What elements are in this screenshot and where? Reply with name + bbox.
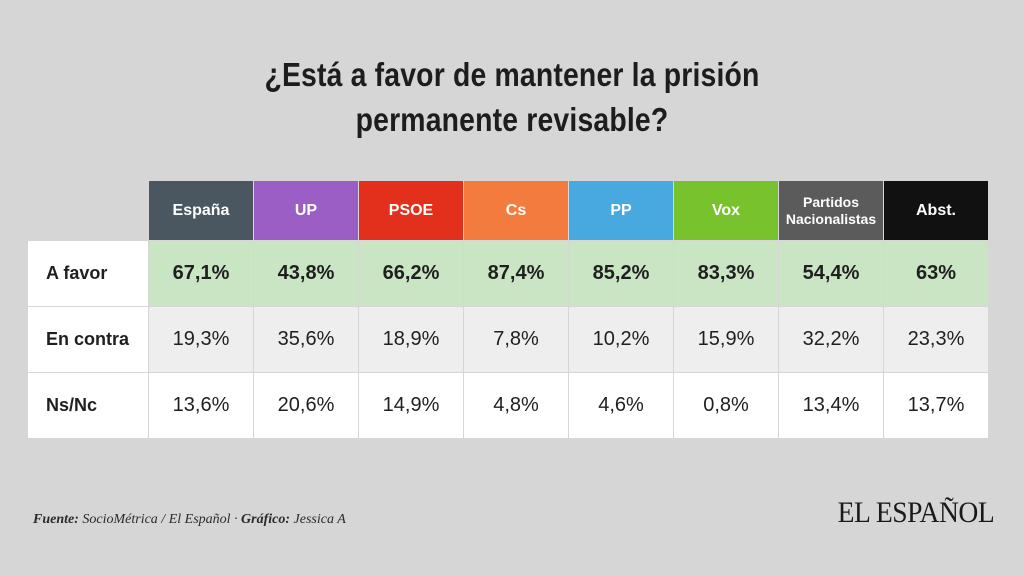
table-cell: 87,4% [464, 241, 568, 306]
table-cell: 20,6% [254, 373, 358, 438]
row-label: A favor [28, 241, 148, 306]
table-cell: 85,2% [569, 241, 673, 306]
table-cell: 15,9% [674, 307, 778, 372]
table-cell: 13,4% [779, 373, 883, 438]
chart-title: ¿Está a favor de mantener la prisión per… [72, 52, 953, 142]
column-header: Partidos Nacionalistas [779, 181, 883, 240]
table-cell: 63% [884, 241, 988, 306]
table-cell: 43,8% [254, 241, 358, 306]
source-text: SocioMétrica / El Español · [82, 512, 238, 527]
table-cell: 4,6% [569, 373, 673, 438]
column-header: PSOE [359, 181, 463, 240]
table-cell: 54,4% [779, 241, 883, 306]
table-cell: 13,6% [149, 373, 253, 438]
table-cell: 4,8% [464, 373, 568, 438]
table-cell: 7,8% [464, 307, 568, 372]
chart-title-line1: ¿Está a favor de mantener la prisión [264, 56, 760, 93]
column-header: España [149, 181, 253, 240]
column-header: UP [254, 181, 358, 240]
column-header: Abst. [884, 181, 988, 240]
table-cell: 32,2% [779, 307, 883, 372]
table-cell: 0,8% [674, 373, 778, 438]
table-cell: 19,3% [149, 307, 253, 372]
table-cell: 14,9% [359, 373, 463, 438]
brand-logo: EL ESPAÑOL [837, 496, 994, 529]
column-header: Cs [464, 181, 568, 240]
column-header: Vox [674, 181, 778, 240]
table-cell: 13,7% [884, 373, 988, 438]
table-cell: 10,2% [569, 307, 673, 372]
table-corner [28, 181, 148, 240]
table-cell: 83,3% [674, 241, 778, 306]
table-cell: 67,1% [149, 241, 253, 306]
row-label: Ns/Nc [28, 373, 148, 438]
chart-title-line2: permanente revisable? [355, 101, 669, 138]
table-cell: 66,2% [359, 241, 463, 306]
row-label: En contra [28, 307, 148, 372]
graphic-text: Jessica A [293, 512, 346, 527]
column-header: PP [569, 181, 673, 240]
source-note: Fuente: SocioMétrica / El Español · Gráf… [33, 512, 346, 528]
table-cell: 23,3% [884, 307, 988, 372]
source-label: Fuente: [33, 512, 79, 527]
table-cell: 18,9% [359, 307, 463, 372]
results-table: España UP PSOE Cs PP Vox Partidos Nacionalista… [28, 181, 988, 438]
graphic-label: Gráfico: [241, 512, 291, 527]
table-cell: 35,6% [254, 307, 358, 372]
